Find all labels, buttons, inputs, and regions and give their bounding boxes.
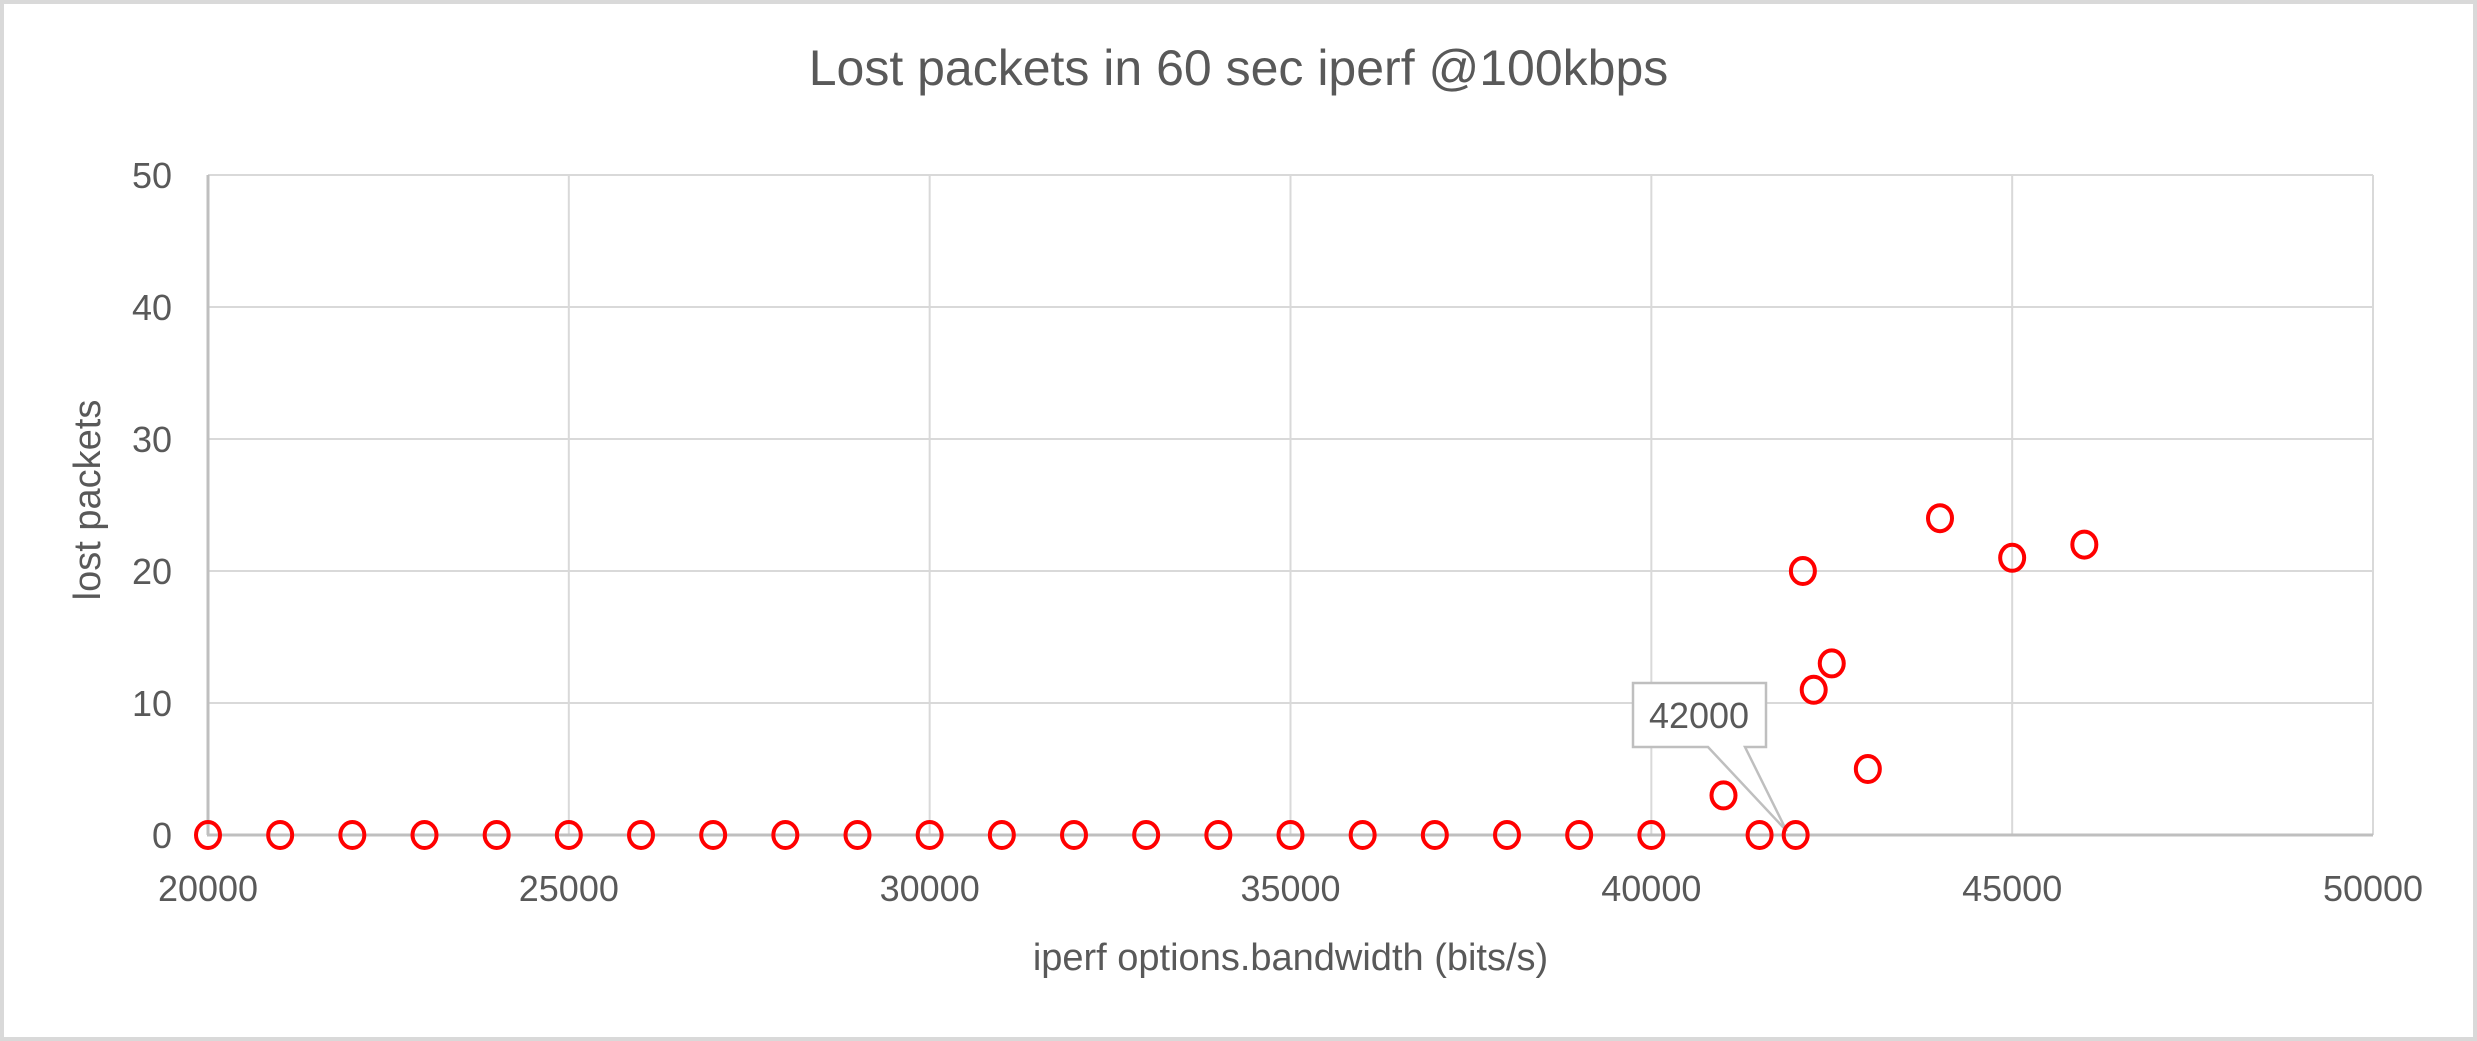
x-tick-label-30000: 30000: [880, 868, 980, 909]
data-label-callout[interactable]: [1631, 681, 1788, 832]
data-point-marker[interactable]: [1348, 820, 1377, 850]
data-point-marker[interactable]: [410, 820, 439, 850]
chart-title: Lost packets in 60 sec iperf @100kbps: [808, 40, 1669, 96]
x-tick-label-40000: 40000: [1601, 868, 1701, 909]
x-axis-title: iperf options.bandwidth (bits/s): [1032, 937, 1549, 979]
data-point-marker[interactable]: [266, 820, 295, 850]
data-point-marker[interactable]: [1853, 754, 1882, 784]
data-point-marker[interactable]: [1276, 820, 1305, 850]
data-point-marker[interactable]: [1493, 820, 1521, 850]
y-tick-label-40: 40: [132, 287, 172, 328]
data-point-marker[interactable]: [1565, 820, 1594, 850]
data-point-marker[interactable]: [2070, 529, 2099, 560]
data-point-marker[interactable]: [627, 820, 655, 850]
y-tick-label-10: 10: [132, 683, 172, 724]
data-point-marker[interactable]: [1060, 820, 1088, 850]
data-point-marker[interactable]: [987, 820, 1016, 850]
data-point-marker[interactable]: [338, 820, 367, 850]
data-point-marker[interactable]: [771, 820, 800, 850]
data-point-marker[interactable]: [554, 820, 583, 850]
data-point-marker[interactable]: [1799, 674, 1828, 705]
data-point-marker[interactable]: [1998, 542, 2027, 573]
data-point-marker[interactable]: [194, 820, 222, 850]
y-tick-label-50: 50: [132, 155, 172, 196]
data-point-marker[interactable]: [843, 820, 872, 850]
data-point-marker[interactable]: [1788, 556, 1817, 586]
x-tick-label-35000: 35000: [1240, 868, 1340, 909]
data-point-marker[interactable]: [1745, 820, 1774, 850]
data-point-marker[interactable]: [699, 820, 728, 850]
data-point-marker[interactable]: [482, 820, 511, 850]
x-tick-label-50000: 50000: [2323, 868, 2423, 909]
x-tick-label-45000: 45000: [1962, 868, 2062, 909]
data-point-marker[interactable]: [1817, 648, 1846, 679]
x-tick-label-25000: 25000: [519, 868, 619, 909]
y-tick-label-20: 20: [132, 551, 172, 592]
y-tick-label-0: 0: [152, 815, 172, 856]
data-point-marker[interactable]: [1709, 780, 1738, 811]
x-tick-label-20000: 20000: [158, 868, 258, 909]
data-point-marker[interactable]: [1926, 503, 1954, 534]
callout-label[interactable]: 42000: [1649, 695, 1749, 736]
data-point-marker[interactable]: [1420, 820, 1449, 850]
data-point-marker[interactable]: [1637, 820, 1666, 850]
data-point-marker[interactable]: [1132, 820, 1161, 850]
data-point-marker[interactable]: [1781, 820, 1810, 850]
data-point-marker[interactable]: [915, 820, 944, 850]
data-point-marker[interactable]: [1204, 820, 1233, 850]
y-tick-label-30: 30: [132, 419, 172, 460]
